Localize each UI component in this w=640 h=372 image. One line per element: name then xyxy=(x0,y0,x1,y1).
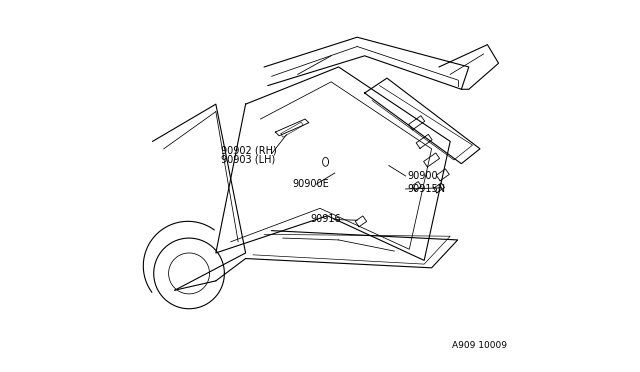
Text: 90900: 90900 xyxy=(408,171,438,181)
Text: 90915N: 90915N xyxy=(408,184,445,194)
Text: 90916: 90916 xyxy=(310,215,341,224)
Text: 90900E: 90900E xyxy=(292,179,329,189)
Text: 90903 (LH): 90903 (LH) xyxy=(221,154,276,164)
Text: A909 10009: A909 10009 xyxy=(452,341,507,350)
Text: 90902 (RH): 90902 (RH) xyxy=(221,146,277,155)
